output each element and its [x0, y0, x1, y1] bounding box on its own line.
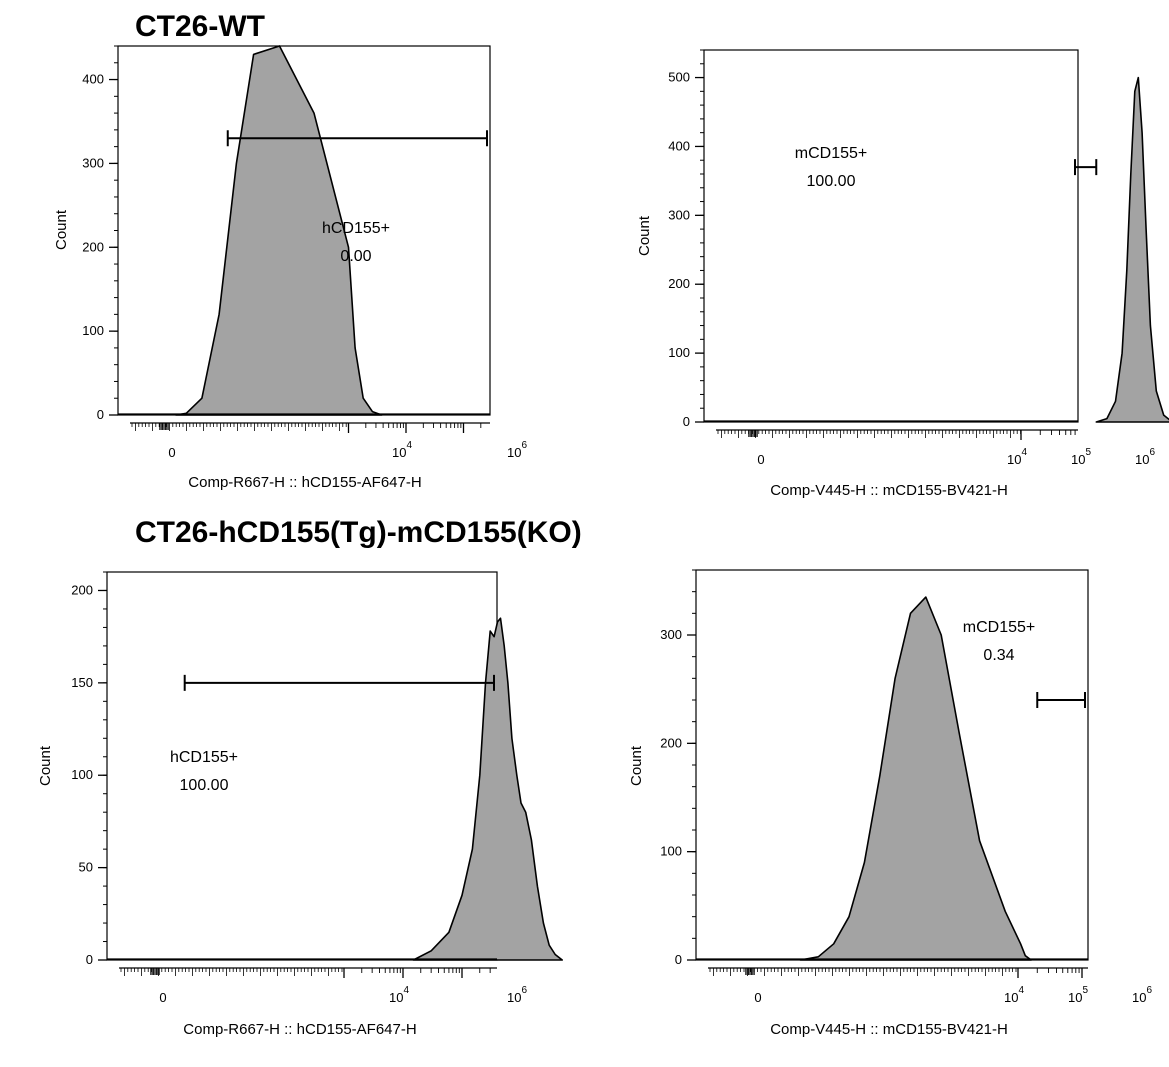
gate-marker — [226, 130, 488, 147]
y-axis-label: Count — [628, 745, 645, 786]
y-tick-label: 0 — [675, 952, 682, 967]
gate-marker — [183, 674, 495, 691]
histogram-area — [799, 596, 1032, 961]
x-tick-label: 105 — [1068, 985, 1088, 1005]
gate-value: 0.00 — [340, 248, 371, 265]
y-tick-label: 100 — [660, 844, 682, 859]
gate-name: mCD155+ — [963, 619, 1035, 636]
histogram-area — [412, 617, 563, 961]
y-tick-label: 100 — [82, 323, 104, 338]
y-tick-label: 200 — [668, 276, 690, 291]
x-tick-label: 0 — [159, 990, 166, 1005]
x-tick-label: 106 — [1132, 985, 1152, 1005]
y-axis-label: Count — [636, 215, 653, 256]
gate-name: hCD155+ — [322, 220, 390, 237]
gate-value: 100.00 — [180, 777, 229, 794]
histogram-panel-2: 01002003004005000104105106107Comp-V445-H… — [636, 49, 1169, 499]
gate-name: hCD155+ — [170, 749, 238, 766]
x-tick-label: 104 — [1004, 985, 1024, 1005]
y-tick-label: 200 — [660, 735, 682, 750]
x-tick-label: 0 — [168, 445, 175, 460]
x-tick-label: 106 — [507, 985, 527, 1005]
x-axis-label: Comp-V445-H :: mCD155-BV421-H — [770, 482, 1008, 499]
y-tick-label: 200 — [71, 582, 93, 597]
y-tick-label: 500 — [668, 70, 690, 85]
x-axis-label: Comp-R667-H :: hCD155-AF647-H — [188, 474, 421, 491]
y-tick-label: 300 — [660, 627, 682, 642]
x-tick-label: 106 — [507, 440, 527, 460]
gate-marker — [1074, 159, 1098, 176]
y-tick-label: 100 — [71, 767, 93, 782]
histogram-panel-4: 01002003000104105106107Comp-V445-H :: mC… — [628, 569, 1152, 1038]
y-tick-label: 50 — [79, 860, 93, 875]
y-tick-label: 150 — [71, 675, 93, 690]
y-tick-label: 0 — [683, 414, 690, 429]
y-tick-label: 0 — [86, 952, 93, 967]
y-tick-label: 300 — [668, 207, 690, 222]
x-tick-label: 104 — [392, 440, 412, 460]
y-tick-label: 0 — [97, 407, 104, 422]
histogram-area — [175, 45, 383, 416]
gate-value: 100.00 — [807, 173, 856, 190]
x-tick-label: 105 — [1071, 447, 1091, 467]
gate-value: 0.34 — [983, 647, 1014, 664]
y-tick-label: 300 — [82, 155, 104, 170]
plot-frame — [703, 49, 1079, 423]
x-tick-label: 104 — [1007, 447, 1027, 467]
gate-name: mCD155+ — [795, 145, 867, 162]
x-tick-label: 0 — [754, 990, 761, 1005]
x-tick-label: 0 — [757, 452, 764, 467]
x-axis-label: Comp-R667-H :: hCD155-AF647-H — [183, 1021, 416, 1038]
y-axis-label: Count — [53, 209, 70, 250]
y-axis-label: Count — [37, 745, 54, 786]
y-tick-label: 400 — [668, 138, 690, 153]
plot-frame — [106, 571, 498, 961]
histogram-area — [1095, 76, 1169, 423]
y-tick-label: 400 — [82, 72, 104, 87]
x-tick-label: 106 — [1135, 447, 1155, 467]
group-title-transgenic: CT26-hCD155(Tg)-mCD155(KO) — [135, 516, 582, 549]
x-axis-label: Comp-V445-H :: mCD155-BV421-H — [770, 1021, 1008, 1038]
y-tick-label: 100 — [668, 345, 690, 360]
gate-marker — [1036, 692, 1086, 708]
group-title-wt: CT26-WT — [135, 10, 265, 43]
y-tick-label: 200 — [82, 239, 104, 254]
x-tick-label: 104 — [389, 985, 409, 1005]
